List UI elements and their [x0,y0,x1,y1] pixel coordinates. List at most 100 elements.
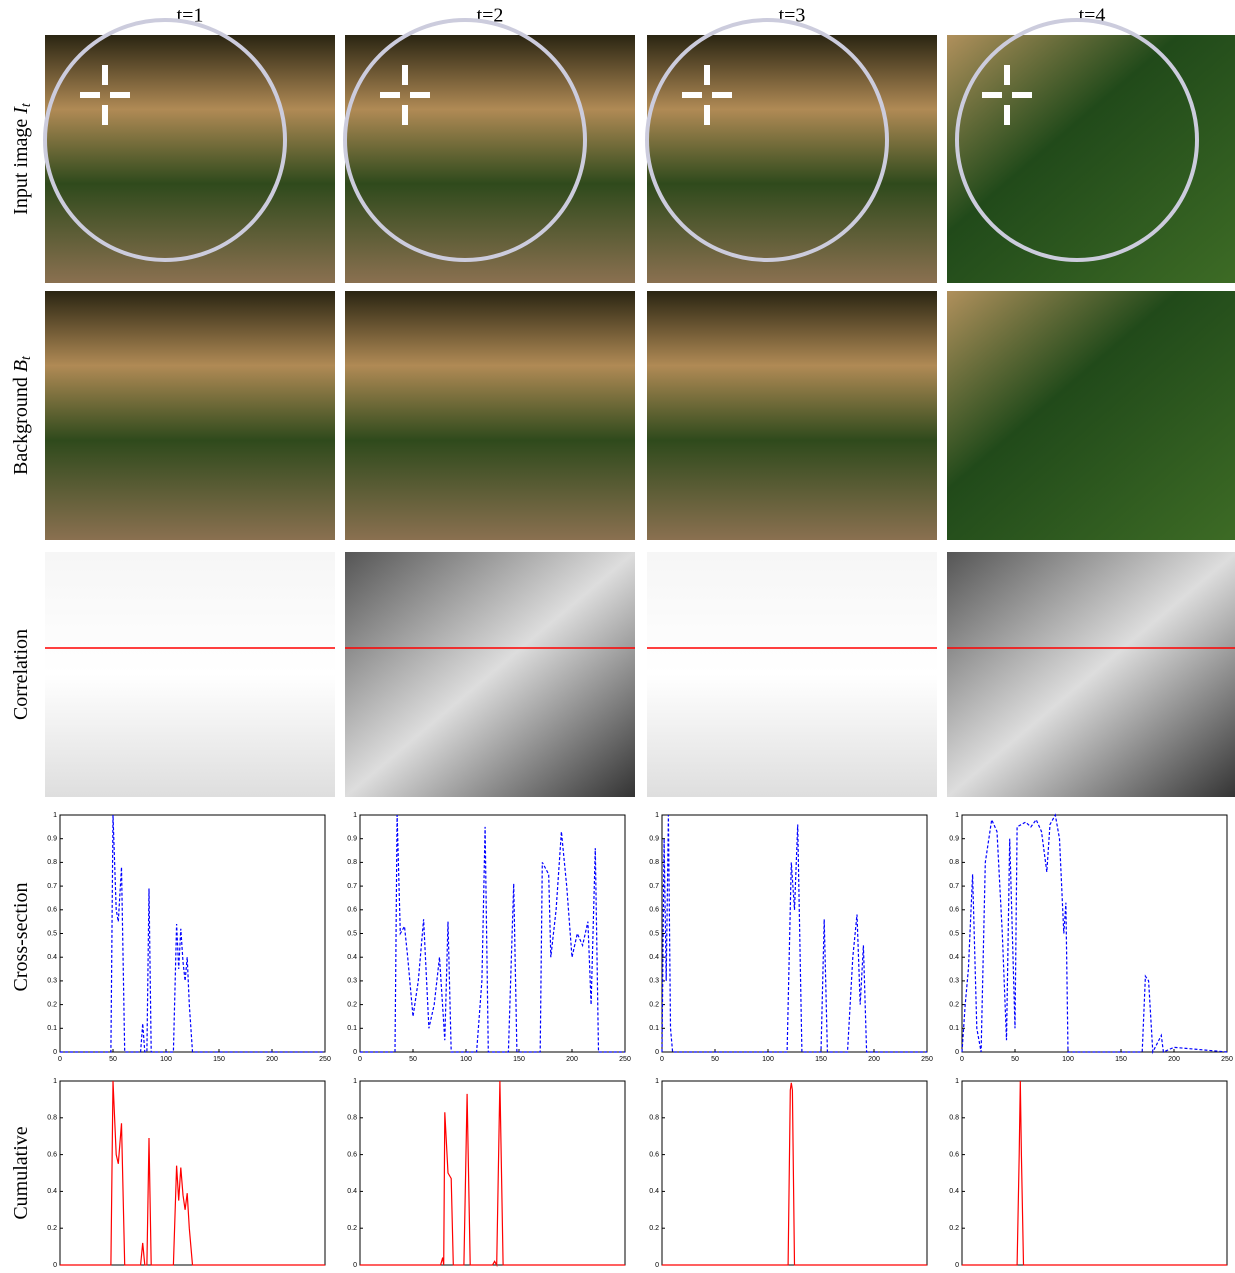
plot-frame [360,1081,625,1265]
y-tick-label: 0.8 [347,1115,357,1122]
x-tick-label: 0 [358,1056,362,1063]
y-tick-label: 0.3 [347,978,357,985]
y-tick-label: 0.4 [949,954,959,961]
x-tick-label: 50 [409,1056,417,1063]
y-tick-label: 0 [655,1262,659,1269]
y-tick-label: 0.4 [47,954,57,961]
y-tick-label: 0.8 [949,859,959,866]
y-tick-label: 0.2 [649,1001,659,1008]
y-tick-label: 0.7 [949,883,959,890]
y-tick-label: 0.6 [649,907,659,914]
y-tick-label: 0.9 [347,836,357,843]
x-tick-label: 250 [319,1056,331,1063]
y-tick-label: 0 [353,1049,357,1056]
x-tick-label: 150 [1115,1056,1127,1063]
y-tick-label: 0.7 [47,883,57,890]
y-tick-label: 0.4 [47,1188,57,1195]
x-tick-label: 200 [1168,1056,1180,1063]
plot-frame [662,815,927,1052]
x-tick-label: 250 [1221,1056,1233,1063]
y-tick-label: 0.8 [649,859,659,866]
y-tick-label: 0.7 [649,883,659,890]
row-label-text: Background [10,372,32,475]
y-tick-label: 0.4 [949,1188,959,1195]
y-tick-label: 0.4 [649,1188,659,1195]
y-tick-label: 1 [655,812,659,819]
y-tick-label: 1 [353,1078,357,1085]
y-tick-label: 0.9 [949,836,959,843]
x-tick-label: 100 [160,1056,172,1063]
x-tick-label: 150 [213,1056,225,1063]
y-tick-label: 0.9 [47,836,57,843]
x-tick-label: 200 [868,1056,880,1063]
y-tick-label: 0.6 [47,907,57,914]
y-tick-label: 1 [955,812,959,819]
background-image [345,291,635,540]
x-tick-label: 100 [460,1056,472,1063]
y-tick-label: 0.2 [347,1001,357,1008]
row-label: Input image It [10,102,35,215]
row-label: Correlation [10,629,32,720]
x-tick-label: 50 [1011,1056,1019,1063]
y-tick-label: 0.5 [347,930,357,937]
plot-frame [962,815,1227,1052]
x-tick-label: 200 [266,1056,278,1063]
input-image [345,35,635,283]
y-tick-label: 1 [655,1078,659,1085]
y-tick-label: 0.8 [47,859,57,866]
row-label-text: Correlation [10,629,32,720]
y-tick-label: 0.9 [649,836,659,843]
y-tick-label: 0.5 [949,930,959,937]
y-tick-label: 0.3 [949,978,959,985]
y-tick-label: 0.6 [949,907,959,914]
y-tick-label: 0.6 [949,1151,959,1158]
y-tick-label: 0.1 [649,1025,659,1032]
y-tick-label: 0.6 [347,907,357,914]
y-tick-label: 0.5 [47,930,57,937]
background-image [647,291,937,540]
y-tick-label: 0.8 [47,1115,57,1122]
y-tick-label: 0.2 [949,1001,959,1008]
row-label: Cross-section [10,883,32,992]
x-tick-label: 100 [1062,1056,1074,1063]
y-tick-label: 0.4 [347,954,357,961]
y-tick-label: 0.3 [649,978,659,985]
y-tick-label: 0.2 [649,1225,659,1232]
y-tick-label: 0.3 [47,978,57,985]
y-tick-label: 0.2 [949,1225,959,1232]
correlation-image [947,552,1235,797]
row-label-sub: t [19,355,34,360]
y-tick-label: 0.6 [47,1151,57,1158]
input-image [45,35,335,283]
row-label-sub: t [19,102,34,107]
y-tick-label: 0 [955,1049,959,1056]
x-tick-label: 100 [762,1056,774,1063]
background-image [947,291,1235,540]
y-tick-label: 0.4 [347,1188,357,1195]
row-label-var: B [10,360,32,372]
row-label: Background Bt [10,355,35,475]
y-tick-label: 0 [53,1262,57,1269]
input-image [947,35,1235,283]
x-tick-label: 0 [660,1056,664,1063]
x-tick-label: 150 [815,1056,827,1063]
x-tick-label: 250 [921,1056,933,1063]
correlation-image [345,552,635,797]
plot-frame [60,815,325,1052]
plot-frame [60,1081,325,1265]
y-tick-label: 0 [53,1049,57,1056]
x-tick-label: 150 [513,1056,525,1063]
y-tick-label: 0.2 [347,1225,357,1232]
x-tick-label: 0 [960,1056,964,1063]
y-tick-label: 1 [53,1078,57,1085]
y-tick-label: 0.2 [47,1001,57,1008]
y-tick-label: 0.4 [649,954,659,961]
row-label-text: Input image [10,114,32,215]
y-tick-label: 0.2 [47,1225,57,1232]
y-tick-label: 0 [655,1049,659,1056]
x-tick-label: 50 [109,1056,117,1063]
y-tick-label: 0.1 [47,1025,57,1032]
y-tick-label: 0.8 [949,1115,959,1122]
y-tick-label: 1 [53,812,57,819]
row-label-text: Cumulative [10,1126,32,1219]
